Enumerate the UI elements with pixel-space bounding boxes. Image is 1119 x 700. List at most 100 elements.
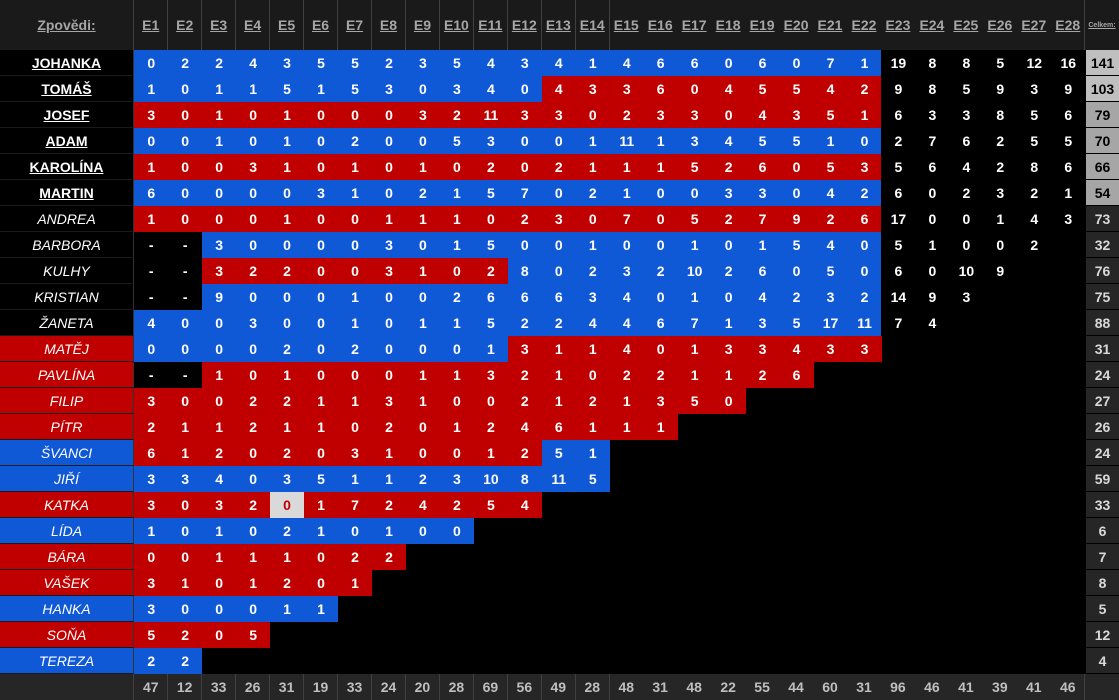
- cell: 5: [881, 232, 916, 258]
- cell: 0: [473, 206, 509, 232]
- cell: 6: [881, 258, 916, 284]
- cell: 0: [303, 232, 339, 258]
- cell: 2: [949, 180, 984, 206]
- cell: 0: [235, 440, 271, 466]
- row-total: 24: [1085, 440, 1119, 466]
- cell: 6: [643, 50, 678, 76]
- footer-total: 31: [269, 674, 305, 700]
- cell: 0: [541, 258, 577, 284]
- cell: 3: [439, 466, 475, 492]
- cell: 1: [575, 336, 610, 362]
- cell: 5: [677, 206, 712, 232]
- cell: 2: [643, 362, 678, 388]
- cell: 1: [575, 440, 610, 466]
- row-name: ANDREA: [0, 206, 134, 232]
- cell: 6: [847, 206, 882, 232]
- cell: 0: [915, 180, 950, 206]
- cell: 5: [677, 388, 712, 414]
- cell: 2: [201, 440, 237, 466]
- footer-total: 31: [643, 674, 678, 700]
- cell: 1: [134, 76, 169, 102]
- cell: 1: [915, 232, 950, 258]
- cell: 1: [269, 414, 305, 440]
- cell: 2: [1017, 180, 1052, 206]
- cell: 7: [813, 50, 848, 76]
- cell: 4: [134, 310, 169, 336]
- cell: 0: [643, 284, 678, 310]
- cell: 0: [269, 492, 305, 518]
- cell: -: [167, 232, 203, 258]
- cell: 1: [677, 232, 712, 258]
- cell: 0: [779, 180, 814, 206]
- cell: 3: [983, 180, 1018, 206]
- cell: 1: [337, 388, 373, 414]
- cell: 1: [609, 388, 644, 414]
- cell: 0: [201, 570, 237, 596]
- cell: 0: [405, 440, 441, 466]
- cell: 5: [983, 50, 1018, 76]
- cell: 4: [609, 336, 644, 362]
- footer-total: 19: [303, 674, 339, 700]
- cell: 4: [473, 50, 509, 76]
- cell: 9: [201, 284, 237, 310]
- cell: 2: [167, 648, 203, 674]
- cell: 2: [711, 258, 746, 284]
- cell: 8: [915, 50, 950, 76]
- cell: 1: [201, 362, 237, 388]
- cell: 1: [167, 570, 203, 596]
- cell: 0: [235, 466, 271, 492]
- cell: 1: [643, 414, 678, 440]
- cell: 1: [575, 128, 610, 154]
- cell: 0: [303, 206, 339, 232]
- row-name: FILIP: [0, 388, 134, 414]
- footer-total: 47: [134, 674, 169, 700]
- cell: 1: [609, 154, 644, 180]
- cell: 0: [269, 232, 305, 258]
- cell: 5: [745, 76, 780, 102]
- footer-total: 49: [541, 674, 577, 700]
- cell: 2: [507, 362, 543, 388]
- cell: -: [134, 258, 169, 284]
- cell: 3: [847, 154, 882, 180]
- cell: 1: [575, 232, 610, 258]
- cell: 6: [779, 362, 814, 388]
- cell: 1: [575, 50, 610, 76]
- cell: 3: [813, 284, 848, 310]
- cell: 1: [167, 440, 203, 466]
- cell: 6: [745, 50, 780, 76]
- cell: 1: [405, 154, 441, 180]
- episode-header: E4: [235, 0, 271, 50]
- cell: 0: [303, 310, 339, 336]
- cell: 1: [269, 128, 305, 154]
- cell: 0: [235, 518, 271, 544]
- cell: 0: [847, 232, 882, 258]
- cell: 4: [813, 76, 848, 102]
- cell: 2: [269, 570, 305, 596]
- cell: 1: [134, 206, 169, 232]
- cell: 0: [541, 128, 577, 154]
- cell: 0: [405, 232, 441, 258]
- cell: 0: [779, 50, 814, 76]
- cell: 0: [167, 76, 203, 102]
- cell: 2: [235, 414, 271, 440]
- cell: 1: [439, 180, 475, 206]
- cell: 3: [507, 336, 543, 362]
- cell: 4: [779, 336, 814, 362]
- cell: 6: [541, 284, 577, 310]
- cell: 2: [541, 310, 577, 336]
- cell: 3: [711, 336, 746, 362]
- episode-header: E16: [643, 0, 678, 50]
- cell: 3: [371, 76, 407, 102]
- cell: 6: [541, 414, 577, 440]
- footer-blank: [0, 674, 134, 700]
- footer-total: 20: [405, 674, 441, 700]
- cell: 1: [269, 154, 305, 180]
- cell: 5: [779, 76, 814, 102]
- cell: 0: [337, 362, 373, 388]
- cell: 3: [949, 102, 984, 128]
- cell: 2: [371, 50, 407, 76]
- cell: 11: [609, 128, 644, 154]
- cell: 4: [609, 310, 644, 336]
- footer-total: 48: [677, 674, 712, 700]
- cell: 0: [405, 518, 441, 544]
